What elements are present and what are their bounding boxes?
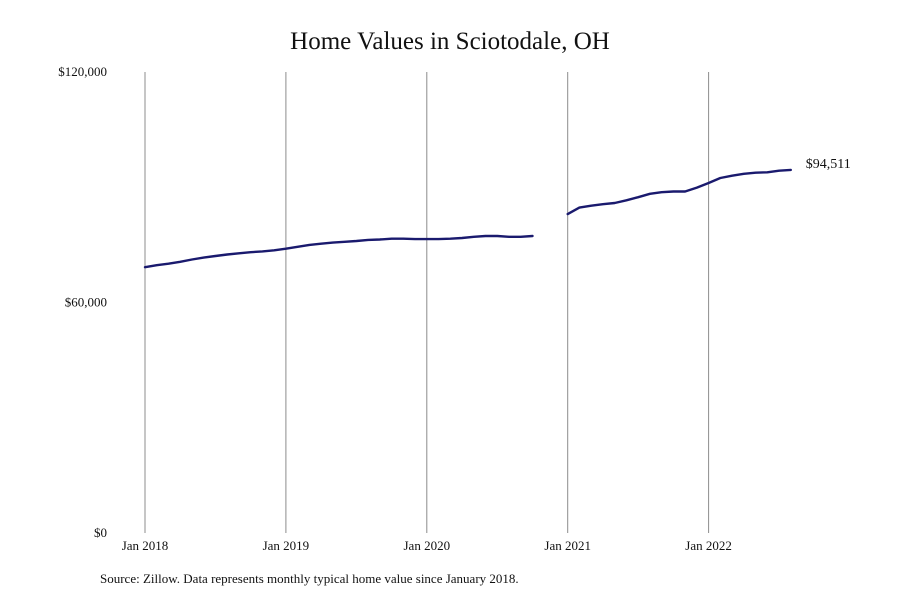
series-line-segment <box>143 234 534 269</box>
source-note: Source: Zillow. Data represents monthly … <box>100 571 519 586</box>
x-tick-label: Jan 2018 <box>122 538 169 553</box>
chart-title: Home Values in Sciotodale, OH <box>290 28 610 55</box>
x-tick-label: Jan 2019 <box>263 538 310 553</box>
y-axis-tick-labels: $0 $60,000 $120,000 <box>58 64 107 540</box>
series-lines <box>143 168 792 269</box>
end-value-label-group: $94,511 <box>806 157 851 172</box>
x-axis-tick-labels: Jan 2018 Jan 2019 Jan 2020 Jan 2021 Jan 2022 <box>122 538 732 553</box>
end-value-label: $94,511 <box>806 157 851 172</box>
x-tick-label: Jan 2020 <box>404 538 451 553</box>
gridlines <box>144 72 710 533</box>
x-tick-label: Jan 2021 <box>544 538 591 553</box>
y-tick-label: $60,000 <box>65 295 107 310</box>
y-tick-label: $120,000 <box>58 64 107 79</box>
series-line-segment <box>566 168 792 216</box>
y-tick-label: $0 <box>94 525 107 540</box>
x-tick-label: Jan 2022 <box>685 538 732 553</box>
